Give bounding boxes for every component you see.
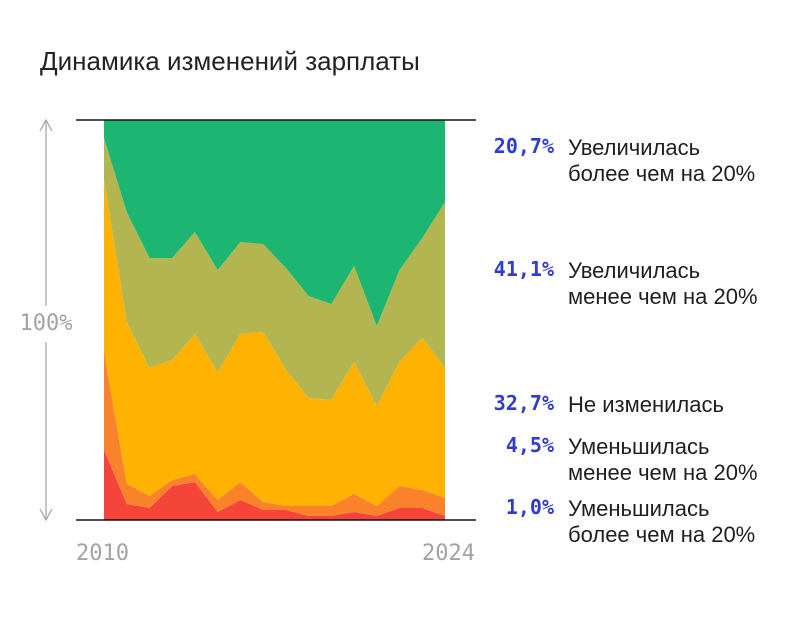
legend-label-1-line-1: Уменьшилась [568,496,709,521]
legend-value-5: 20,7% [494,134,554,158]
area-series-5 [104,120,445,326]
legend-value-2: 4,5% [506,433,554,457]
legend-value-4: 41,1% [494,257,554,281]
x-label-start: 2010 [76,541,129,566]
y-axis-arrow-top-head [39,118,53,132]
legend-label-4-line-2: менее чем на 20% [568,284,758,309]
legend-label-5-line-2: более чем на 20% [568,161,755,186]
area-series-2 [104,352,445,516]
legend-label-2-line-1: Уменьшилась [568,434,709,459]
legend-label-2-line-2: менее чем на 20% [568,460,758,485]
stacked-areas [104,120,445,520]
area-series-4 [104,138,445,406]
y-axis-label: 100% [20,311,73,336]
area-series-3 [104,180,445,506]
legend-value-3: 32,7% [494,391,554,415]
legend-label-3-line-1: Не изменилась [568,392,724,417]
area-series-1 [104,450,445,520]
legend-label-1-line-2: более чем на 20% [568,522,755,547]
y-axis-arrow [39,118,53,522]
x-label-end: 2024 [422,541,475,566]
legend-label-5-line-1: Увеличилась [568,135,700,160]
legend-label-4-line-1: Увеличилась [568,258,700,283]
legend-value-1: 1,0% [506,495,554,519]
chart-title: Динамика изменений зарплаты [40,46,420,76]
y-axis-arrow-bottom-head [39,508,53,522]
